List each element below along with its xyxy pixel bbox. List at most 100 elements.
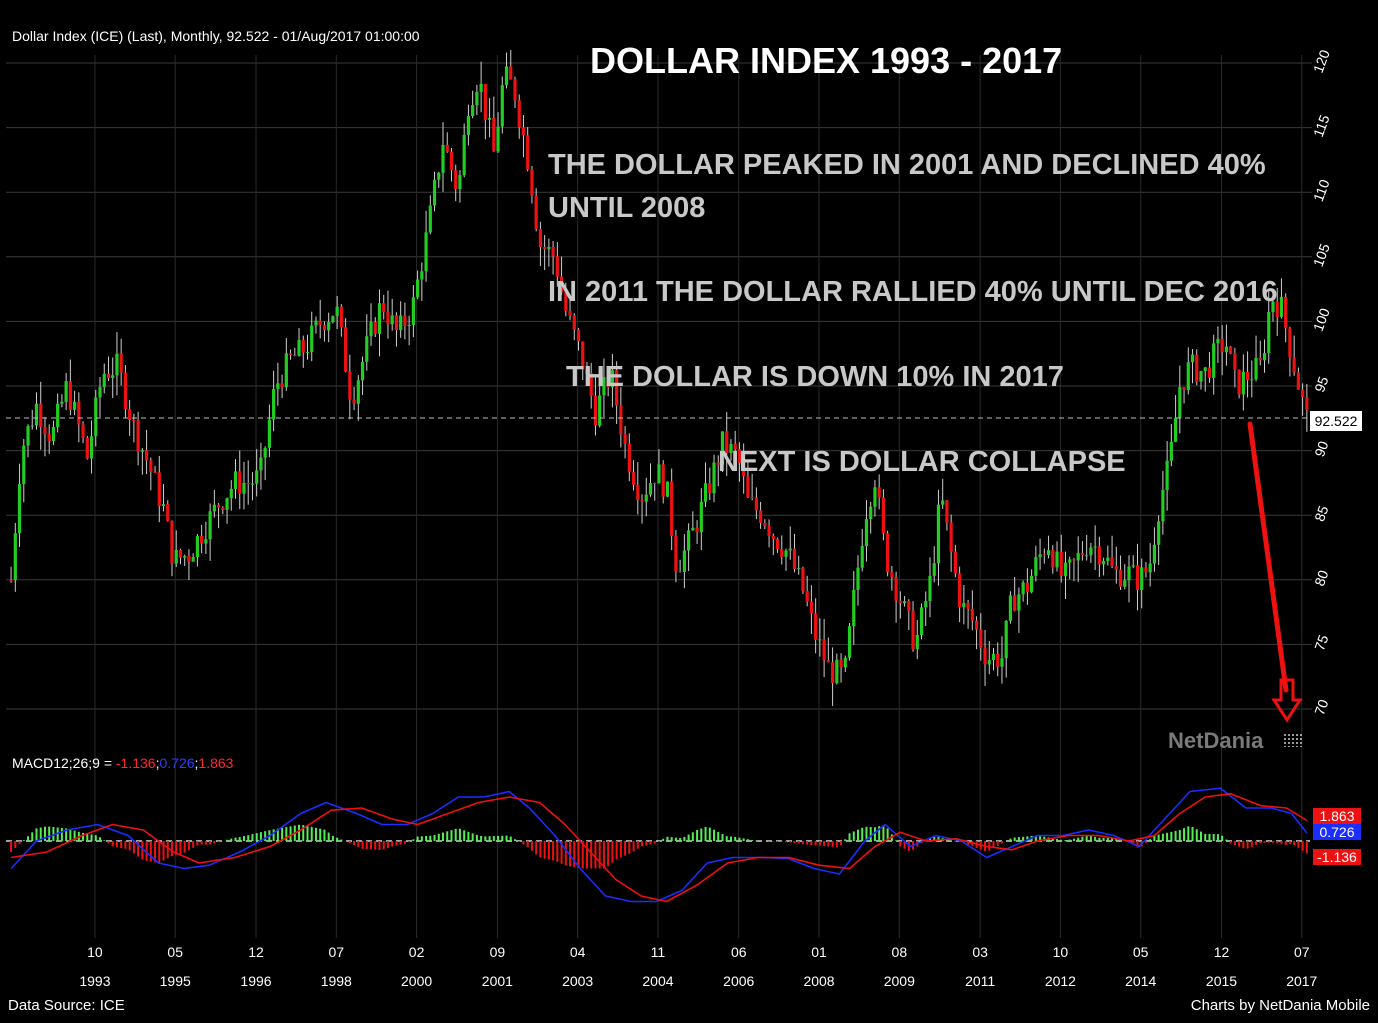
- y-tick-label: 95: [1311, 374, 1331, 394]
- candle-body: [293, 355, 297, 357]
- candle-body: [585, 369, 589, 374]
- candle-body: [568, 311, 572, 316]
- candle-body: [284, 353, 288, 388]
- candle-body: [737, 449, 742, 463]
- candle-body: [648, 482, 653, 495]
- candle-body: [843, 657, 847, 668]
- x-tick-year: 2003: [562, 973, 593, 989]
- candle-body: [894, 576, 898, 601]
- candle-body: [928, 575, 932, 602]
- candle-body: [1097, 546, 1101, 565]
- candle-body: [13, 533, 17, 581]
- collapse-arrow: [1247, 421, 1303, 723]
- x-tick-month: 12: [248, 944, 264, 960]
- candle-body: [869, 506, 873, 520]
- candle-body: [661, 464, 665, 497]
- candle-body: [432, 179, 437, 206]
- x-tick-year: 2006: [723, 973, 754, 989]
- candle-body: [123, 372, 128, 410]
- y-tick-label: 85: [1311, 503, 1331, 523]
- macd-prefix: MACD12;26;9 =: [12, 755, 116, 771]
- candle-body: [1157, 521, 1161, 545]
- x-tick-year: 2015: [1206, 973, 1237, 989]
- time-axis: 10 1993 05 1995 12 1996 07 1998 02 2000 09 2001 04 20…: [79, 944, 1317, 989]
- candle-body: [919, 607, 924, 635]
- x-tick-year: 2004: [642, 973, 673, 989]
- candle-body: [983, 648, 987, 665]
- candle-body: [1169, 441, 1173, 461]
- candle-body: [204, 539, 208, 544]
- candle-body: [225, 498, 229, 510]
- price-grid: [6, 55, 1312, 938]
- macd-hist-value: -1.136: [115, 755, 156, 771]
- candle-body: [623, 434, 627, 444]
- candle-body: [750, 496, 754, 498]
- candle-body: [297, 339, 301, 356]
- candle-body: [881, 497, 886, 534]
- candle-body: [348, 371, 352, 400]
- candle-body: [691, 527, 695, 531]
- x-tick-month: 11: [651, 944, 666, 960]
- candle-body: [754, 497, 758, 511]
- macd-line-tag: 0.726: [1313, 824, 1361, 840]
- candle-body: [703, 483, 708, 502]
- macd-sep-1: ;: [155, 755, 160, 771]
- candle-body: [517, 100, 521, 128]
- candle-body: [513, 79, 517, 101]
- candle-body: [602, 377, 606, 396]
- candle-body: [1216, 338, 1220, 344]
- price-axis: 70 75 80 85 90 95 100 105 110 115 120: [1310, 47, 1333, 717]
- candle-body: [51, 427, 56, 442]
- x-tick-month: 02: [409, 944, 425, 960]
- candle-body: [259, 457, 263, 471]
- candle-body: [615, 370, 619, 406]
- x-tick-month: 03: [972, 944, 988, 960]
- macd-hist-tag: -1.136: [1313, 849, 1361, 865]
- candle-body: [1271, 301, 1275, 312]
- candle-body: [1080, 553, 1085, 556]
- candle-body: [886, 533, 890, 573]
- candle-body: [644, 494, 648, 502]
- candle-body: [902, 601, 907, 604]
- candle-body: [742, 462, 746, 477]
- candle-body: [534, 195, 538, 230]
- candle-body: [1017, 594, 1021, 611]
- candle-body: [1085, 555, 1089, 557]
- candle-body: [200, 536, 204, 544]
- candle-body: [1267, 311, 1271, 353]
- candle-body: [377, 303, 382, 334]
- candle-body: [403, 315, 407, 327]
- candle-body: [598, 395, 602, 426]
- candle-body: [1093, 546, 1097, 548]
- candle-body: [149, 460, 153, 472]
- candle-body: [242, 482, 246, 494]
- candle-body: [687, 530, 691, 551]
- candle-body: [797, 568, 801, 570]
- candle-body: [267, 419, 271, 448]
- candle-body: [174, 549, 178, 564]
- candle-body: [1051, 550, 1055, 568]
- x-tick-month: 04: [570, 944, 586, 960]
- candle-body: [178, 549, 183, 558]
- candle-body: [945, 500, 949, 523]
- x-tick-month: 05: [1133, 944, 1149, 960]
- candle-body: [610, 370, 614, 388]
- candle-body: [30, 425, 34, 427]
- candle-body: [462, 134, 466, 176]
- candle-body: [1140, 567, 1144, 591]
- candle-body: [1245, 371, 1250, 381]
- candle-body: [416, 279, 420, 298]
- candle-body: [725, 431, 729, 453]
- candle-body: [619, 405, 623, 435]
- candle-body: [318, 320, 322, 326]
- candle-body: [822, 639, 826, 661]
- candle-body: [1076, 553, 1080, 561]
- candle-body: [1237, 369, 1241, 395]
- candle-body: [1144, 567, 1148, 573]
- candle-body: [322, 325, 327, 331]
- candle-body: [64, 381, 68, 402]
- candle-body: [763, 523, 767, 526]
- candle-body: [678, 571, 682, 573]
- candle-body: [970, 608, 974, 621]
- x-tick-year: 2000: [401, 973, 432, 989]
